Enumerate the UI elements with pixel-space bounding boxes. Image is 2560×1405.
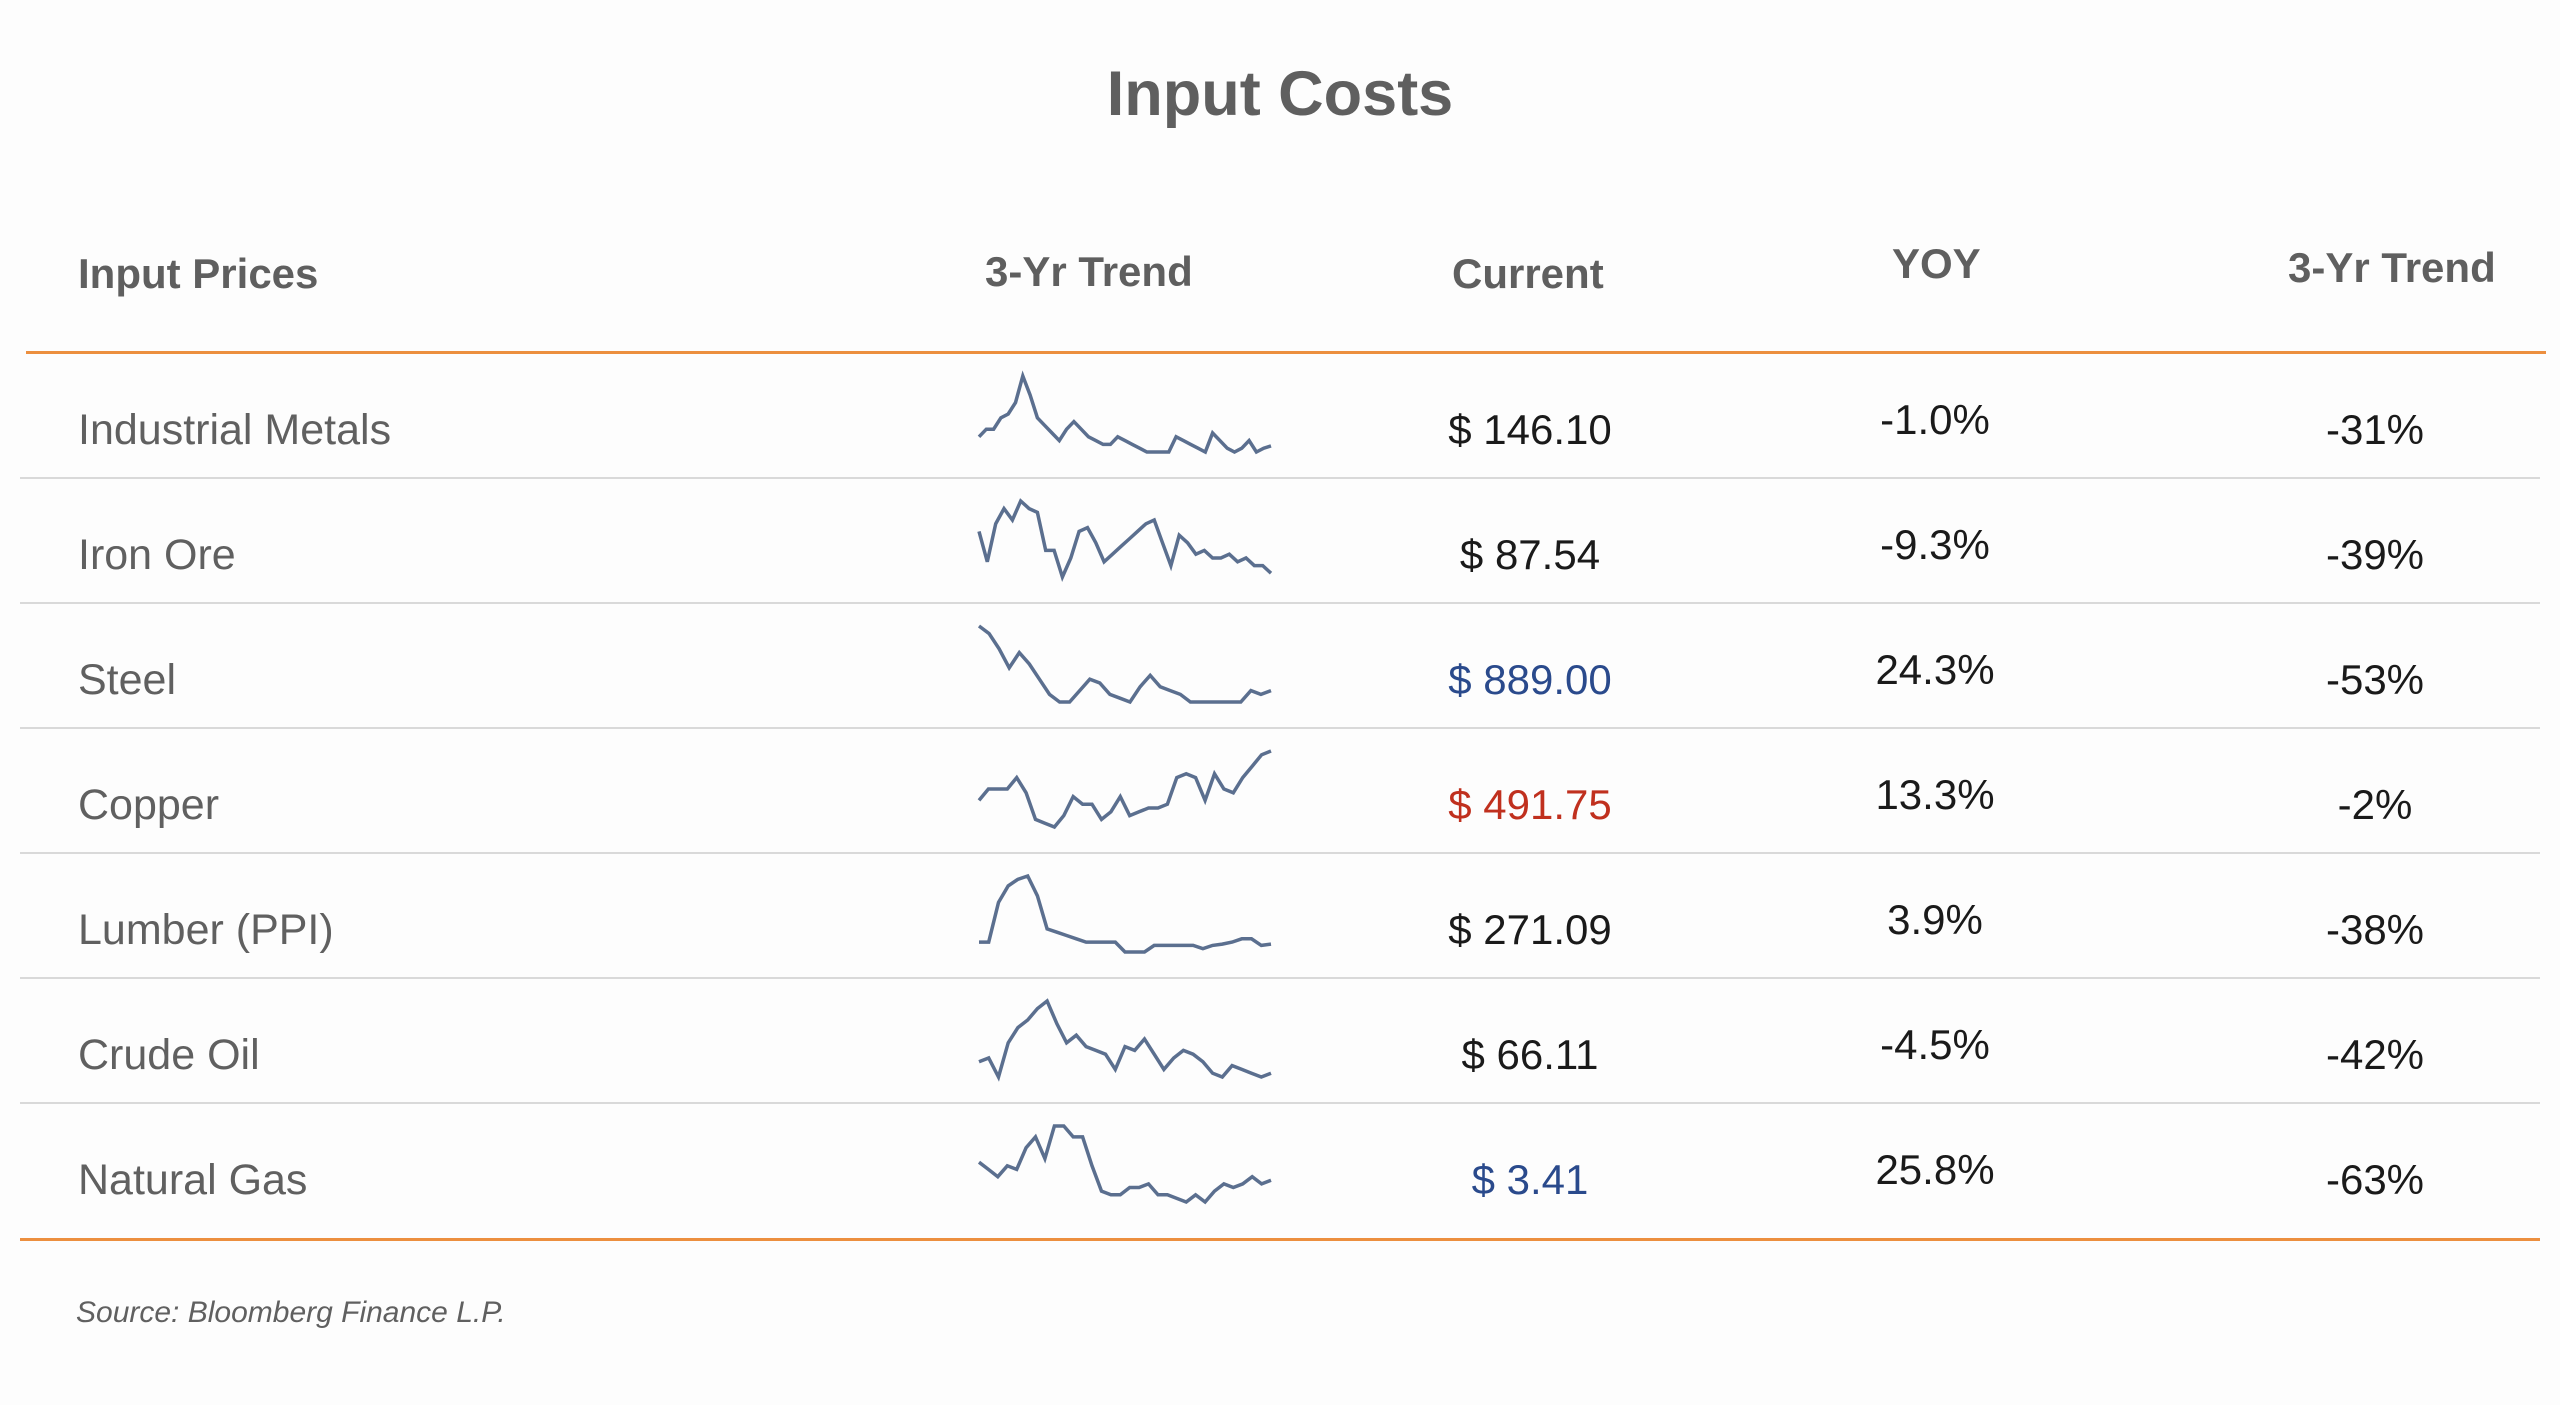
header-yoy: YOY bbox=[1892, 240, 1981, 287]
row-input-name: Copper bbox=[78, 781, 220, 829]
row-input-name: Iron Ore bbox=[78, 531, 236, 579]
row-input-name: Steel bbox=[78, 656, 177, 704]
chart-title: Input Costs bbox=[1106, 59, 1454, 129]
sparkline-series bbox=[978, 998, 1272, 1082]
row-current-value: $ 3.41 bbox=[1471, 1156, 1589, 1203]
row-divider bbox=[20, 602, 2540, 604]
row-trend-pct: -63% bbox=[2325, 1156, 2425, 1203]
row-divider bbox=[20, 1102, 2540, 1104]
sparkline-series bbox=[979, 873, 1272, 954]
row-input-name: Crude Oil bbox=[78, 1031, 260, 1079]
row-trend-pct: -38% bbox=[2325, 906, 2425, 953]
sparkline-series bbox=[977, 749, 1272, 830]
header-rule bbox=[26, 351, 2546, 354]
row-trend-pct: -2% bbox=[2337, 781, 2413, 828]
sparkline-chart bbox=[977, 1124, 1272, 1205]
header-current: Current bbox=[1452, 250, 1604, 297]
sparkline-chart bbox=[977, 370, 1272, 455]
row-divider bbox=[20, 477, 2540, 479]
row-current-value: $ 87.54 bbox=[1459, 531, 1601, 578]
row-current-value: $ 146.10 bbox=[1448, 406, 1612, 453]
row-input-name: Lumber (PPI) bbox=[78, 906, 334, 954]
sparkline-chart bbox=[979, 873, 1272, 954]
row-trend-pct: -53% bbox=[2325, 656, 2425, 703]
row-divider bbox=[20, 977, 2540, 979]
row-trend-pct: -42% bbox=[2325, 1031, 2425, 1078]
sparkline-chart bbox=[977, 749, 1272, 830]
row-yoy-value: -9.3% bbox=[1880, 521, 1990, 568]
sparkline-series bbox=[977, 1124, 1272, 1205]
row-current-value: $ 271.09 bbox=[1448, 906, 1612, 953]
table-row: Natural Gas $ 3.41 25.8% -63% bbox=[0, 1104, 2560, 1229]
sparkline-chart bbox=[977, 498, 1273, 582]
header-trend-chart: 3-Yr Trend bbox=[985, 248, 1193, 295]
row-current-value: $ 491.75 bbox=[1448, 781, 1612, 828]
row-trend-pct: -39% bbox=[2325, 531, 2425, 578]
row-divider bbox=[20, 727, 2540, 729]
sparkline-series bbox=[977, 624, 1272, 705]
row-yoy-value: -4.5% bbox=[1880, 1021, 1990, 1068]
table-row: Copper $ 491.75 13.3% -2% bbox=[0, 729, 2560, 854]
row-yoy-value: -1.0% bbox=[1880, 396, 1990, 443]
sparkline-series bbox=[977, 498, 1273, 582]
row-yoy-value: 3.9% bbox=[1887, 896, 1983, 943]
table-row: Steel $ 889.00 24.3% -53% bbox=[0, 604, 2560, 729]
table-row: Lumber (PPI) $ 271.09 3.9% -38% bbox=[0, 854, 2560, 979]
sparkline-chart bbox=[977, 624, 1272, 705]
row-current-value: $ 889.00 bbox=[1448, 656, 1612, 703]
row-input-name: Industrial Metals bbox=[78, 406, 392, 454]
footer-rule bbox=[20, 1238, 2540, 1241]
row-current-value: $ 66.11 bbox=[1461, 1031, 1599, 1078]
row-yoy-value: 25.8% bbox=[1875, 1146, 1995, 1193]
header-input-prices: Input Prices bbox=[78, 250, 319, 297]
row-divider bbox=[20, 852, 2540, 854]
table-row: Industrial Metals $ 146.10 -1.0% -31% bbox=[0, 354, 2560, 479]
row-yoy-value: 13.3% bbox=[1875, 771, 1995, 818]
sparkline-series bbox=[977, 370, 1272, 455]
row-yoy-value: 24.3% bbox=[1875, 646, 1995, 693]
source-note: Source: Bloomberg Finance L.P. bbox=[76, 1296, 506, 1329]
table-row: Crude Oil $ 66.11 -4.5% -42% bbox=[0, 979, 2560, 1104]
table-row: Iron Ore $ 87.54 -9.3% -39% bbox=[0, 479, 2560, 604]
sparkline-chart bbox=[978, 998, 1272, 1082]
row-input-name: Natural Gas bbox=[78, 1156, 308, 1204]
row-trend-pct: -31% bbox=[2325, 406, 2425, 453]
header-trend-pct: 3-Yr Trend bbox=[2288, 244, 2496, 291]
